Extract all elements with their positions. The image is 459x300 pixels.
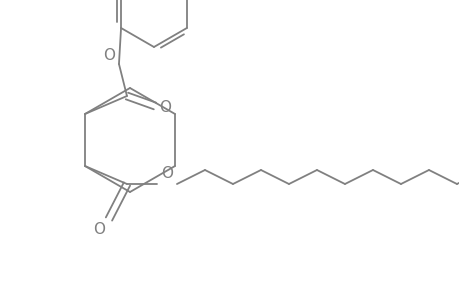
Text: O: O	[161, 167, 173, 182]
Text: O: O	[103, 49, 115, 64]
Text: O: O	[93, 221, 105, 236]
Text: O: O	[159, 100, 171, 116]
